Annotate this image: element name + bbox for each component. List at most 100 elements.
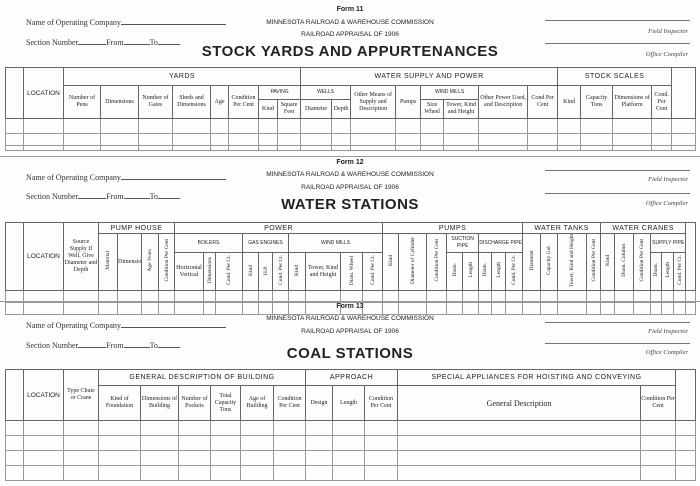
to-line[interactable] [157,37,180,45]
from-line[interactable] [123,340,150,348]
table-cell[interactable] [273,435,306,451]
table-cell[interactable] [397,450,641,466]
table-cell[interactable] [23,118,64,134]
field-inspector-signature-line[interactable] [545,20,690,21]
office-compiler-signature-line[interactable] [545,193,690,194]
table-cell[interactable] [63,420,99,436]
table-cell[interactable] [63,435,99,451]
table-cell[interactable] [527,145,559,151]
table-cell[interactable] [557,133,582,146]
table-cell[interactable] [288,290,306,304]
table-cell[interactable] [178,420,211,436]
table-cell[interactable] [305,435,333,451]
table-cell[interactable] [178,450,211,466]
field-inspector-signature-line[interactable] [545,322,690,323]
table-cell[interactable] [138,145,173,151]
table-cell[interactable] [640,465,676,481]
section-number-field[interactable]: Section Number From To [26,340,180,350]
table-cell[interactable] [527,133,559,146]
table-cell[interactable] [258,145,278,151]
table-cell[interactable] [332,465,365,481]
table-cell[interactable] [478,290,493,304]
table-cell[interactable] [215,290,243,304]
from-line[interactable] [123,191,150,199]
operating-company-line[interactable] [120,17,226,25]
table-cell[interactable] [210,145,229,151]
table-cell[interactable] [5,450,24,466]
table-cell[interactable] [491,290,507,304]
table-cell[interactable] [210,118,229,134]
table-cell[interactable] [640,450,676,466]
table-cell[interactable] [258,290,273,304]
table-cell[interactable] [100,118,139,134]
table-cell[interactable] [172,118,211,134]
to-line[interactable] [157,340,180,348]
table-cell[interactable] [5,145,24,151]
table-cell[interactable] [361,290,384,304]
table-cell[interactable] [273,465,306,481]
table-cell[interactable] [276,118,302,134]
table-cell[interactable] [5,290,24,304]
table-cell[interactable] [580,118,614,134]
table-cell[interactable] [478,145,529,151]
table-cell[interactable] [138,133,173,146]
table-cell[interactable] [5,465,24,481]
table-cell[interactable] [443,133,480,146]
table-cell[interactable] [397,420,641,436]
table-cell[interactable] [505,302,524,316]
operating-company-line[interactable] [120,172,226,180]
table-cell[interactable] [63,465,99,481]
table-cell[interactable] [426,290,448,304]
table-cell[interactable] [242,290,259,304]
table-cell[interactable] [98,450,141,466]
table-cell[interactable] [63,145,101,151]
table-cell[interactable] [540,290,559,304]
table-cell[interactable] [685,290,697,304]
operating-company-field[interactable]: Name of Operating Company [26,320,226,330]
section-number-line[interactable] [78,340,107,348]
table-cell[interactable] [671,145,697,151]
table-cell[interactable] [273,420,306,436]
table-cell[interactable] [443,118,480,134]
table-cell[interactable] [305,465,333,481]
to-line[interactable] [157,191,180,199]
table-cell[interactable] [397,465,641,481]
table-cell[interactable] [5,420,24,436]
table-cell[interactable] [228,133,259,146]
table-cell[interactable] [580,133,614,146]
table-cell[interactable] [398,290,428,304]
table-cell[interactable] [276,133,302,146]
table-cell[interactable] [228,145,259,151]
table-cell[interactable] [522,290,542,304]
table-cell[interactable] [350,118,397,134]
table-cell[interactable] [614,290,635,304]
table-cell[interactable] [350,145,397,151]
table-cell[interactable] [100,133,139,146]
table-cell[interactable] [228,118,259,134]
table-cell[interactable] [305,450,333,466]
table-cell[interactable] [158,290,175,304]
table-cell[interactable] [340,290,363,304]
table-cell[interactable] [273,450,306,466]
table-cell[interactable] [98,420,141,436]
table-cell[interactable] [382,290,400,304]
section-number-field[interactable]: Section Number From To [26,37,180,47]
table-cell[interactable] [651,145,673,151]
from-line[interactable] [123,37,150,45]
table-cell[interactable] [361,302,384,316]
table-cell[interactable] [305,290,341,304]
table-cell[interactable] [462,290,480,304]
table-cell[interactable] [210,420,241,436]
table-cell[interactable] [98,465,141,481]
table-cell[interactable] [612,133,653,146]
table-cell[interactable] [331,118,352,134]
table-cell[interactable] [586,302,602,316]
table-cell[interactable] [612,145,653,151]
table-cell[interactable] [364,420,398,436]
table-cell[interactable] [364,435,398,451]
table-cell[interactable] [203,290,216,304]
table-cell[interactable] [586,290,602,304]
table-cell[interactable] [300,118,333,134]
table-cell[interactable] [240,450,274,466]
table-cell[interactable] [63,450,99,466]
